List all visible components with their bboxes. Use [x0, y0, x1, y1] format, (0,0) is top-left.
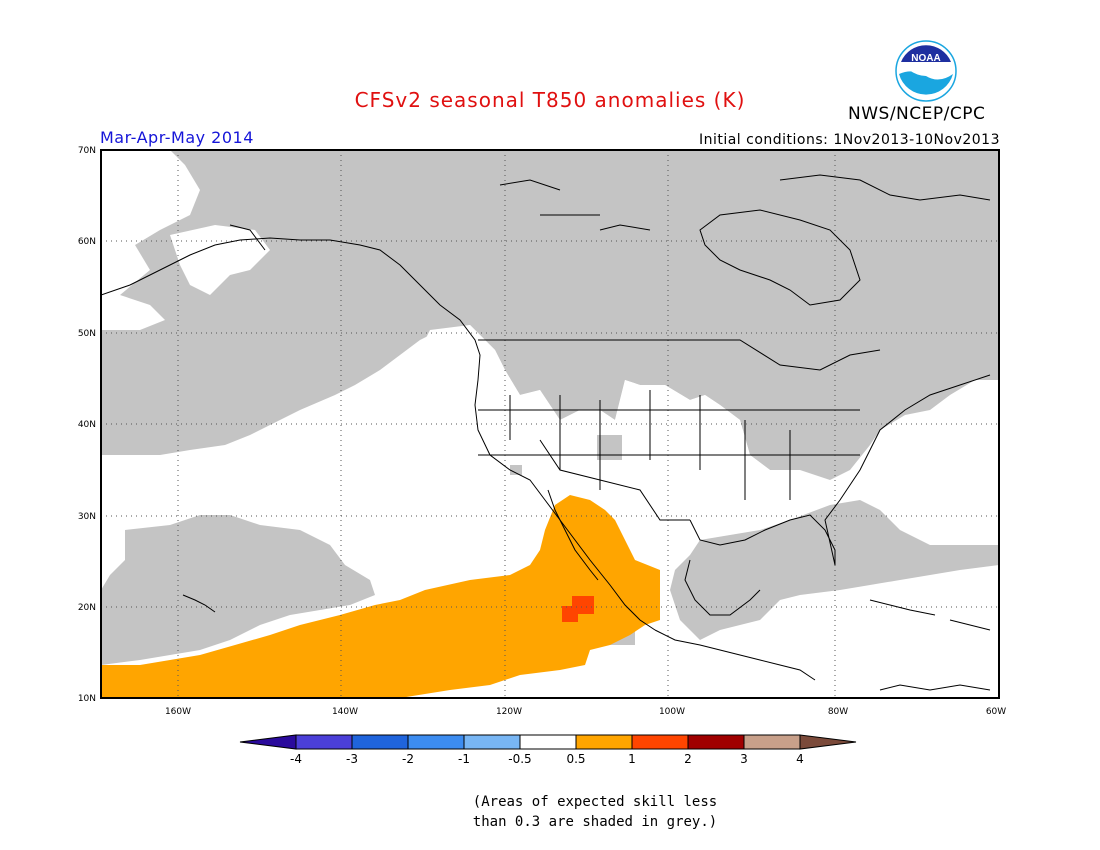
initial-conditions-label: Initial conditions: 1Nov2013-10Nov2013	[698, 132, 1000, 148]
lat-label: 60N	[78, 237, 96, 247]
logo-text: NOAA	[911, 53, 940, 64]
skill-note-line-2: than 0.3 are shaded in grey.)	[472, 814, 718, 830]
color-scale-bar: -4 -3 -2 -1 -0.5 0.5 1 2 3 4	[239, 734, 857, 766]
colorbar-tick-label: -2	[402, 752, 414, 766]
colorbar-tick-label: 0.5	[566, 752, 585, 766]
grey-patch	[597, 435, 622, 460]
map-canvas	[101, 150, 999, 698]
grey-region-north	[101, 150, 999, 480]
colorbar-segment	[743, 734, 801, 750]
noaa-logo: NOAA	[895, 40, 957, 102]
colorbar-segment	[295, 734, 353, 750]
colorbar-tick-label: -3	[346, 752, 358, 766]
map-frame	[100, 149, 1000, 699]
colorbar-segment	[351, 734, 409, 750]
colorbar-segment	[575, 734, 633, 750]
colorbar-segment	[631, 734, 689, 750]
lon-label: 100W	[659, 707, 685, 717]
colorbar-tick-label: -1	[458, 752, 470, 766]
lat-label: 10N	[78, 694, 96, 704]
colorbar-tick-label: 2	[684, 752, 692, 766]
colorbar-segment	[407, 734, 465, 750]
colorbar-tick-label: -0.5	[508, 752, 531, 766]
longitude-labels: 160W 140W 120W 100W 80W 60W	[165, 707, 1006, 717]
grey-region-pacific	[101, 515, 375, 665]
lon-label: 140W	[332, 707, 358, 717]
latitude-labels: 70N 60N 50N 40N 30N 20N 10N	[78, 146, 96, 704]
anomaly-map: 70N 60N 50N 40N 30N 20N 10N 160W 140W 12…	[78, 146, 1006, 766]
agency-label: NWS/NCEP/CPC	[848, 104, 986, 124]
colorbar-tick-label: 3	[740, 752, 748, 766]
lat-label: 70N	[78, 146, 96, 156]
lat-label: 50N	[78, 329, 96, 339]
colorbar-tick-label: -4	[290, 752, 302, 766]
colorbar-tick-label: 4	[796, 752, 804, 766]
anomaly-red-orange-region	[562, 596, 594, 622]
colorbar-arrow-high	[799, 734, 857, 750]
skill-note-line-1: (Areas of expected skill less	[472, 794, 718, 810]
colorbar-arrow-low	[239, 734, 297, 750]
lon-label: 160W	[165, 707, 191, 717]
lat-label: 20N	[78, 603, 96, 613]
grey-patch	[510, 465, 522, 475]
lat-label: 30N	[78, 512, 96, 522]
skill-note: (Areas of expected skill less than 0.3 a…	[0, 792, 1100, 832]
lon-label: 60W	[986, 707, 1006, 717]
colorbar-segment	[463, 734, 521, 750]
colorbar-segment	[687, 734, 745, 750]
lon-label: 80W	[828, 707, 848, 717]
lat-label: 40N	[78, 420, 96, 430]
season-label: Mar-Apr-May 2014	[100, 128, 254, 147]
coastlines	[101, 174, 991, 691]
colorbar-tick-label: 1	[628, 752, 636, 766]
anomaly-orange-region	[101, 495, 660, 698]
colorbar-segment	[519, 734, 577, 750]
chart-title: CFSv2 seasonal T850 anomalies (K)	[354, 88, 746, 112]
lon-label: 120W	[496, 707, 522, 717]
